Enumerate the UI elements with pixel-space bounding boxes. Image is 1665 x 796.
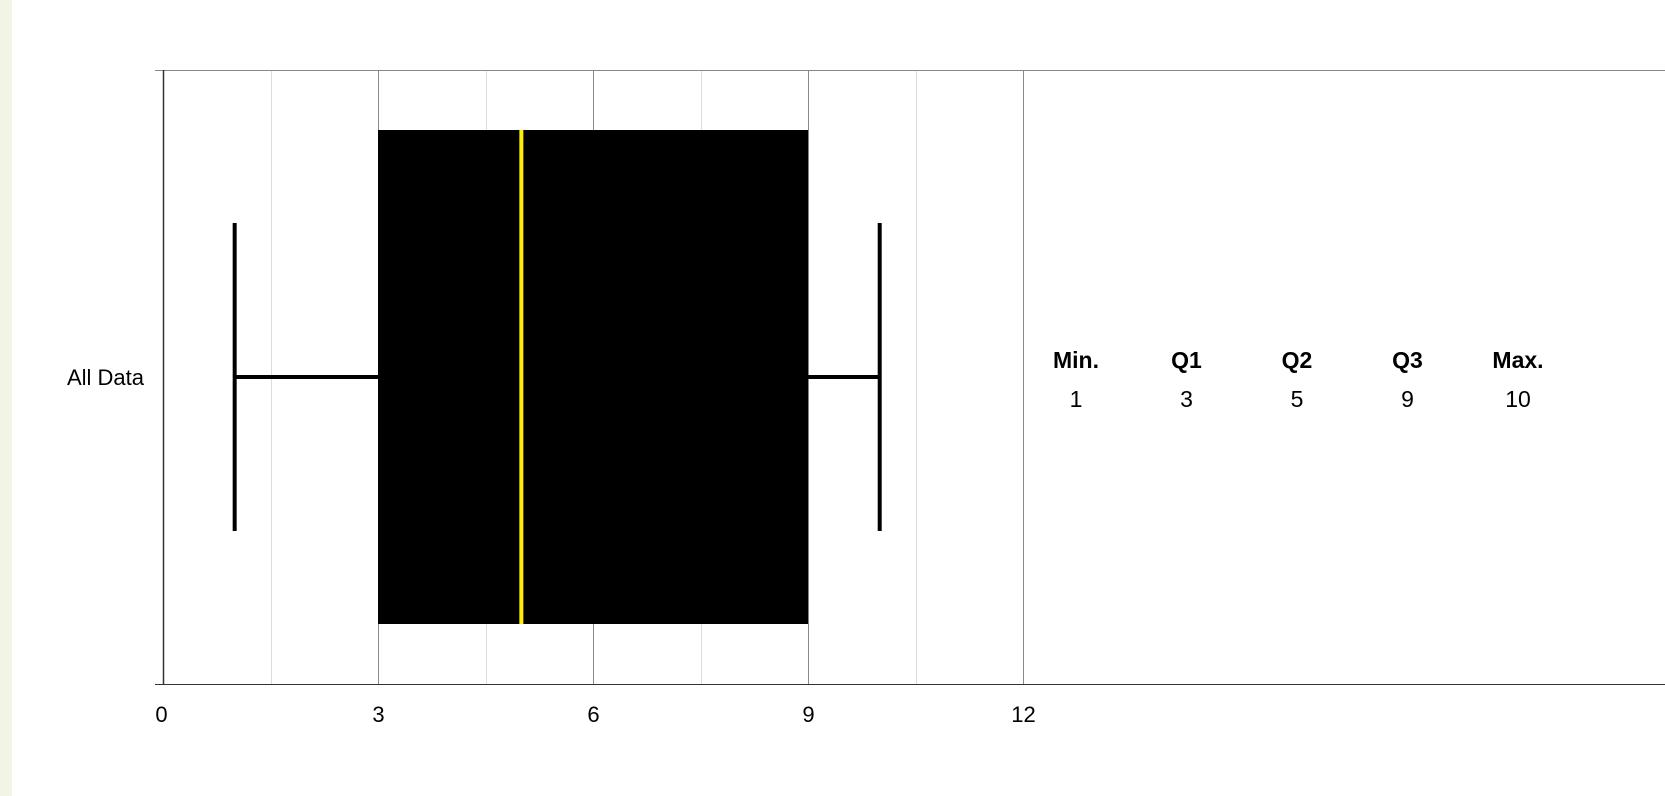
- stats-table: Min. 1 Q1 3 Q2 5 Q3 9 Max. 10: [1053, 347, 1544, 412]
- boxplot: [232, 130, 882, 624]
- stats-header: Q1: [1171, 347, 1202, 373]
- category-label: All Data: [67, 365, 145, 390]
- x-tick-label: 3: [372, 702, 384, 727]
- axes: [155, 70, 1665, 685]
- stats-header: Q3: [1392, 347, 1423, 373]
- chart-canvas: 0 3 6 9 12 All Data Min. 1 Q1 3 Q2 5 Q3 9 Max. 10: [12, 0, 1665, 796]
- stats-header: Q2: [1282, 347, 1313, 373]
- x-tick-label: 0: [155, 702, 167, 727]
- stats-value: 1: [1070, 386, 1083, 412]
- boxplot-chart: 0 3 6 9 12 All Data Min. 1 Q1 3 Q2 5 Q3 9 Max. 10: [67, 70, 1665, 727]
- x-tick-label: 12: [1011, 702, 1035, 727]
- stats-value: 9: [1401, 386, 1414, 412]
- stats-header: Min.: [1053, 347, 1099, 373]
- x-tick-label: 6: [587, 702, 599, 727]
- stats-value: 5: [1291, 386, 1304, 412]
- stats-value: 10: [1505, 386, 1531, 412]
- iqr-box: [378, 130, 809, 624]
- stats-header: Max.: [1492, 347, 1543, 373]
- stats-value: 3: [1180, 386, 1193, 412]
- x-tick-label: 9: [802, 702, 814, 727]
- labels: 0 3 6 9 12 All Data: [67, 365, 1036, 727]
